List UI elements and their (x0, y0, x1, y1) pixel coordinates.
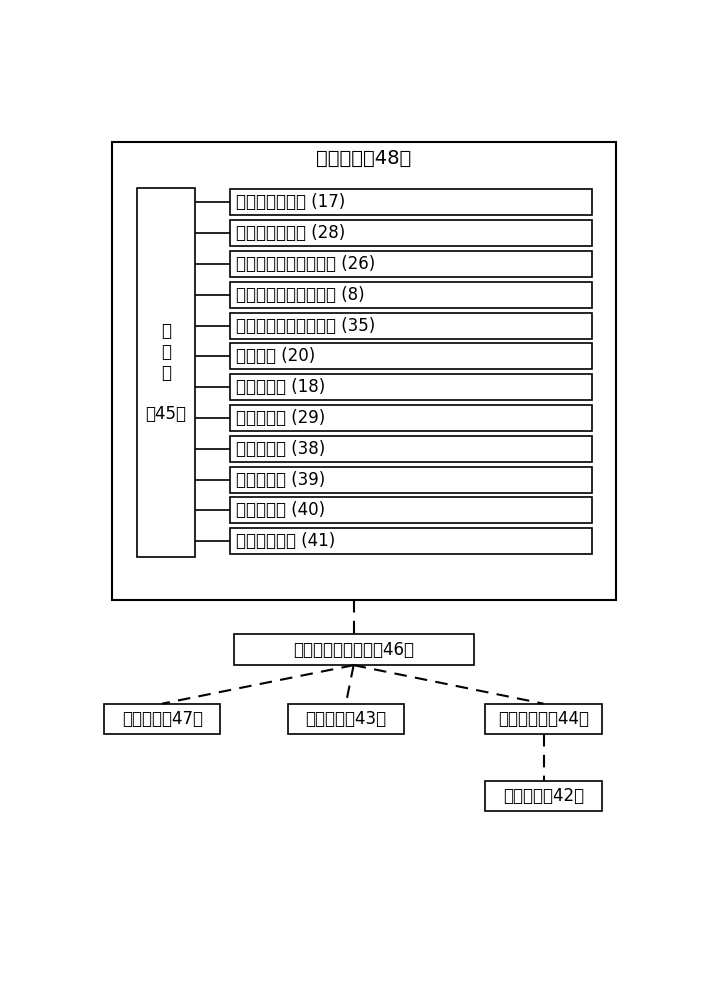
Text: 二号电容式液位传感器 (8): 二号电容式液位传感器 (8) (236, 286, 364, 304)
Text: 互联网单元（44）: 互联网单元（44） (498, 710, 589, 728)
FancyBboxPatch shape (288, 704, 404, 734)
FancyBboxPatch shape (229, 251, 593, 277)
Text: 二号接触传感器 (28): 二号接触传感器 (28) (236, 224, 345, 242)
Text: 护士单元（47）: 护士单元（47） (122, 710, 203, 728)
Text: 挤压关断器 (40): 挤压关断器 (40) (236, 501, 325, 519)
FancyBboxPatch shape (229, 282, 593, 308)
Text: 监控中心的服务器（46）: 监控中心的服务器（46） (293, 641, 414, 659)
Text: 一号电容式液位传感器 (26): 一号电容式液位传感器 (26) (236, 255, 375, 273)
FancyBboxPatch shape (485, 781, 601, 811)
FancyBboxPatch shape (229, 220, 593, 246)
FancyBboxPatch shape (229, 497, 593, 523)
Text: 病人单元（48）: 病人单元（48） (316, 149, 411, 168)
Text: 一号接触传感器 (17): 一号接触传感器 (17) (236, 193, 345, 211)
Text: 地址编码器 (39): 地址编码器 (39) (236, 471, 325, 489)
FancyBboxPatch shape (229, 189, 593, 215)
FancyBboxPatch shape (229, 312, 593, 339)
FancyBboxPatch shape (112, 142, 616, 600)
Text: 一号气缸 (20): 一号气缸 (20) (236, 347, 315, 365)
Text: 亲属单元（42）: 亲属单元（42） (503, 787, 584, 805)
FancyBboxPatch shape (229, 405, 593, 431)
Text: 一号无线模块 (41): 一号无线模块 (41) (236, 532, 335, 550)
Text: 医生单元（43）: 医生单元（43） (305, 710, 386, 728)
FancyBboxPatch shape (229, 466, 593, 493)
FancyBboxPatch shape (234, 634, 474, 665)
Text: 脉搏传感器 (38): 脉搏传感器 (38) (236, 440, 325, 458)
FancyBboxPatch shape (229, 374, 593, 400)
Text: 一号摄像头 (18): 一号摄像头 (18) (236, 378, 325, 396)
Text: 控
制
器

（45）: 控 制 器 （45） (145, 322, 186, 423)
FancyBboxPatch shape (136, 188, 195, 557)
FancyBboxPatch shape (485, 704, 601, 734)
Text: 三号电容式液位传感器 (35): 三号电容式液位传感器 (35) (236, 317, 375, 335)
FancyBboxPatch shape (229, 528, 593, 554)
FancyBboxPatch shape (229, 436, 593, 462)
FancyBboxPatch shape (229, 343, 593, 369)
Text: 二号摄像头 (29): 二号摄像头 (29) (236, 409, 325, 427)
FancyBboxPatch shape (104, 704, 221, 734)
